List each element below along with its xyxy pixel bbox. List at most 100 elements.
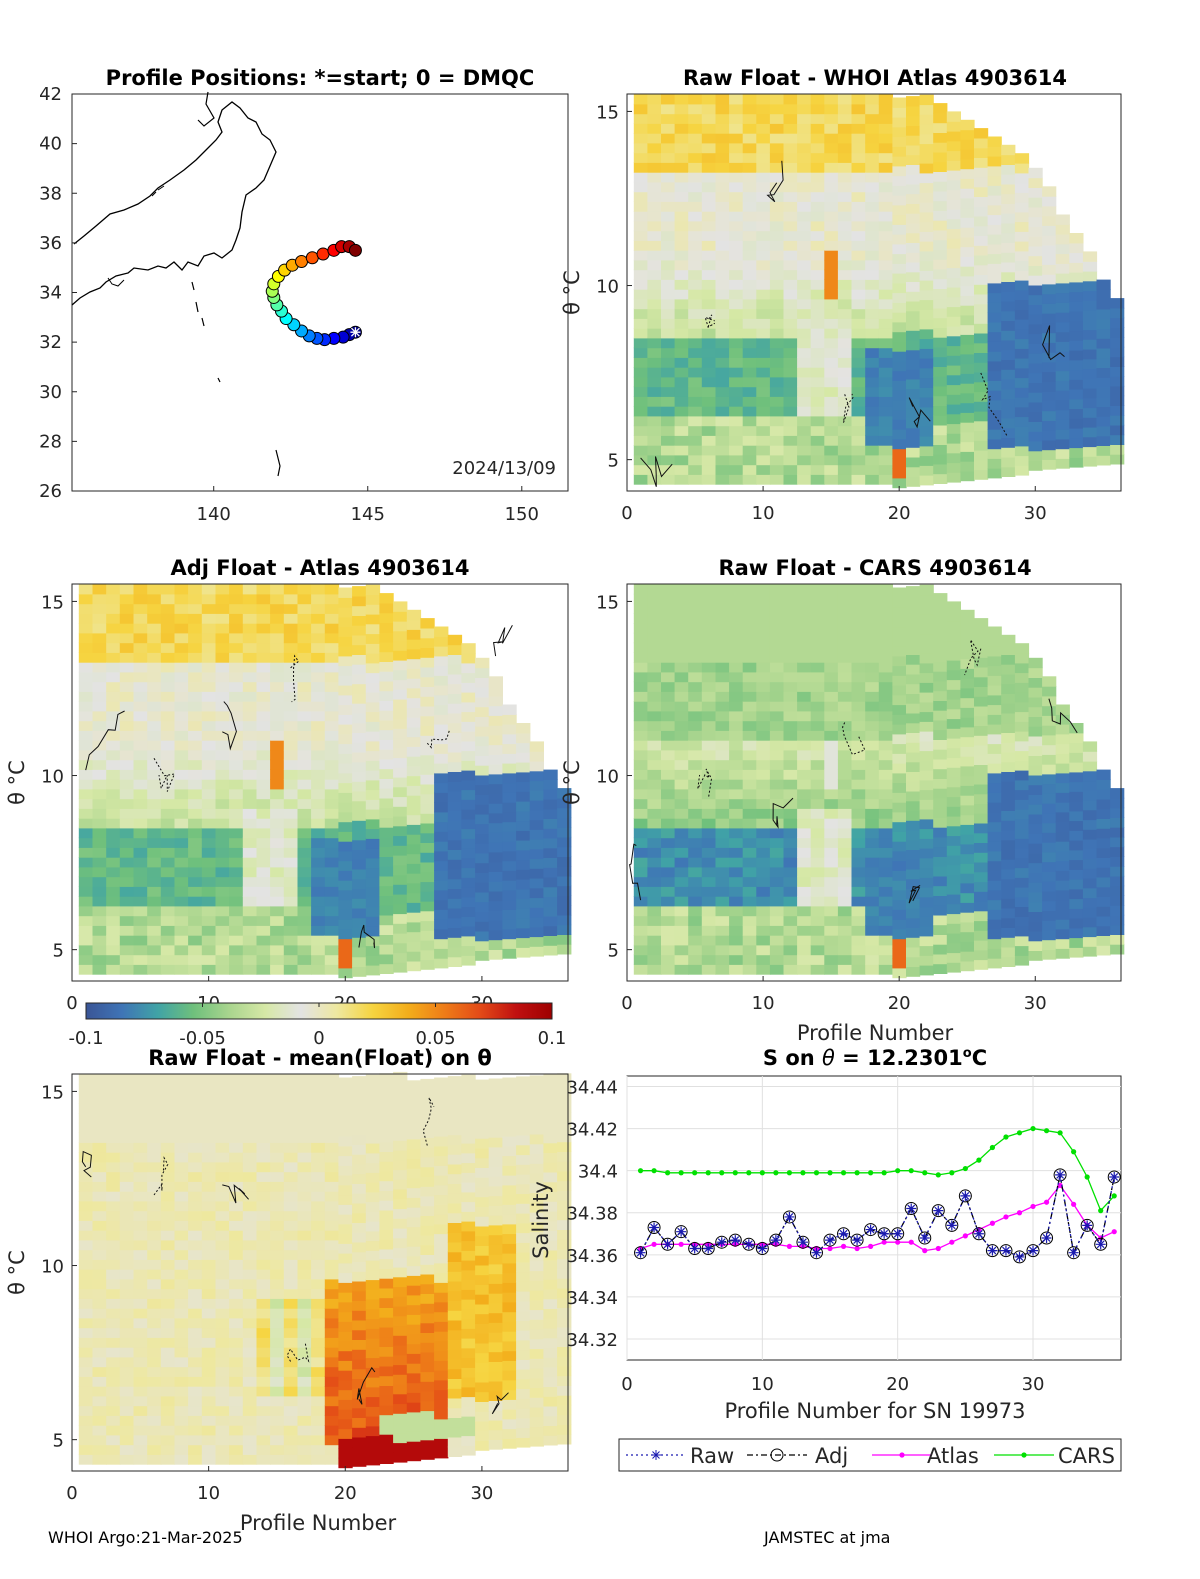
heatmap-cell <box>1110 798 1124 808</box>
heatmap-cell <box>379 642 393 652</box>
heatmap-cell <box>243 740 257 750</box>
heatmap-cell <box>229 1415 243 1425</box>
heatmap-cell <box>379 1415 393 1425</box>
heatmap-cell <box>797 691 811 701</box>
heatmap-cell <box>811 338 825 348</box>
heatmap-cell <box>947 306 961 316</box>
heatmap-cell <box>1042 920 1056 930</box>
heatmap-cell <box>366 604 380 614</box>
heatmap-cell <box>379 954 393 964</box>
heatmap-cell <box>988 675 1002 685</box>
heatmap-cell <box>120 604 134 614</box>
heatmap-cell <box>716 133 730 143</box>
heatmap-cell <box>1069 370 1083 380</box>
heatmap-cell <box>530 917 544 927</box>
heatmap-cell <box>202 1250 216 1260</box>
heatmap-cell <box>270 886 284 896</box>
heatmap-cell <box>147 1240 161 1250</box>
heatmap-cell <box>516 821 530 831</box>
heatmap-cell <box>557 866 571 876</box>
heatmap-cell <box>175 916 189 926</box>
heatmap-cell <box>379 847 393 857</box>
heatmap-cell <box>188 818 202 828</box>
heatmap-cell <box>338 880 352 890</box>
heatmap-cell <box>1097 397 1111 407</box>
heatmap-cell <box>379 1327 393 1337</box>
heatmap-cell <box>366 1202 380 1212</box>
heatmap-cell <box>688 604 702 614</box>
heatmap-cell <box>634 818 648 828</box>
heatmap-cell <box>270 945 284 955</box>
heatmap-cell <box>920 663 934 673</box>
heatmap-cell <box>448 645 462 655</box>
heatmap-cell <box>647 435 661 445</box>
heatmap-cell <box>647 682 661 692</box>
heatmap-cell <box>366 770 380 780</box>
heatmap-cell <box>647 779 661 789</box>
heatmap-cell <box>974 460 988 470</box>
heatmap-cell <box>797 594 811 604</box>
heatmap-cell <box>634 886 648 896</box>
heatmap-cell <box>229 750 243 760</box>
heatmap-cell <box>920 751 934 761</box>
heatmap-cell <box>947 738 961 748</box>
heatmap-cell <box>1015 368 1029 378</box>
heatmap-cell <box>743 201 757 211</box>
heatmap-cell <box>729 474 743 484</box>
heatmap-cell <box>161 1445 175 1455</box>
heatmap-cell <box>175 623 189 633</box>
heatmap-cell <box>784 818 798 828</box>
heatmap-cell <box>933 474 947 484</box>
heatmap-cell <box>743 143 757 153</box>
heatmap-cell <box>688 672 702 682</box>
heatmap-cell <box>988 400 1002 410</box>
heatmap-cell <box>229 652 243 662</box>
heatmap-cell <box>716 760 730 770</box>
heatmap-cell <box>175 672 189 682</box>
heatmap-cell <box>106 857 120 867</box>
heatmap-cell <box>756 94 770 104</box>
heatmap-cell <box>1069 840 1083 850</box>
heatmap-cell <box>270 1337 284 1347</box>
heatmap-cell <box>770 270 784 280</box>
heatmap-cell <box>756 474 770 484</box>
heatmap-cell <box>352 801 366 811</box>
heatmap-cell <box>947 621 961 631</box>
heatmap-cell <box>93 1386 107 1396</box>
heatmap-cell <box>1069 908 1083 918</box>
heatmap-cell <box>243 1269 257 1279</box>
heatmap-cell <box>675 623 689 633</box>
heatmap-cell <box>147 1454 161 1464</box>
heatmap-cell <box>729 750 743 760</box>
heatmap-cell <box>216 964 230 974</box>
heatmap-cell <box>811 857 825 867</box>
heatmap-cell <box>1015 790 1029 800</box>
heatmap-cell <box>243 604 257 614</box>
heatmap-cell <box>1001 947 1015 957</box>
heatmap-cell <box>543 779 557 789</box>
heatmap-cell <box>352 606 366 616</box>
heatmap-cell <box>379 866 393 876</box>
heatmap-cell <box>257 1201 271 1211</box>
heatmap-cell <box>675 886 689 896</box>
heatmap-cell <box>974 716 988 726</box>
heatmap-cell <box>647 886 661 896</box>
heatmap-cell <box>1110 808 1124 818</box>
heatmap-cell <box>852 474 866 484</box>
heatmap-cell <box>366 1338 380 1348</box>
heatmap-cell <box>270 906 284 916</box>
heatmap-cell <box>393 621 407 631</box>
map-title: Profile Positions: *=start; 0 = DMQC <box>106 66 535 90</box>
heatmap-cell <box>988 215 1002 225</box>
heatmap-cell <box>79 1191 93 1201</box>
heatmap-cell <box>716 925 730 935</box>
heatmap-cell <box>784 877 798 887</box>
heatmap-cell <box>702 367 716 377</box>
heatmap-cell <box>824 886 838 896</box>
heatmap-cell <box>702 348 716 358</box>
heatmap-cell <box>352 957 366 967</box>
heatmap-cell <box>161 1123 175 1133</box>
heatmap-cell <box>188 896 202 906</box>
heatmap-cell <box>702 945 716 955</box>
heatmap-cell <box>366 731 380 741</box>
